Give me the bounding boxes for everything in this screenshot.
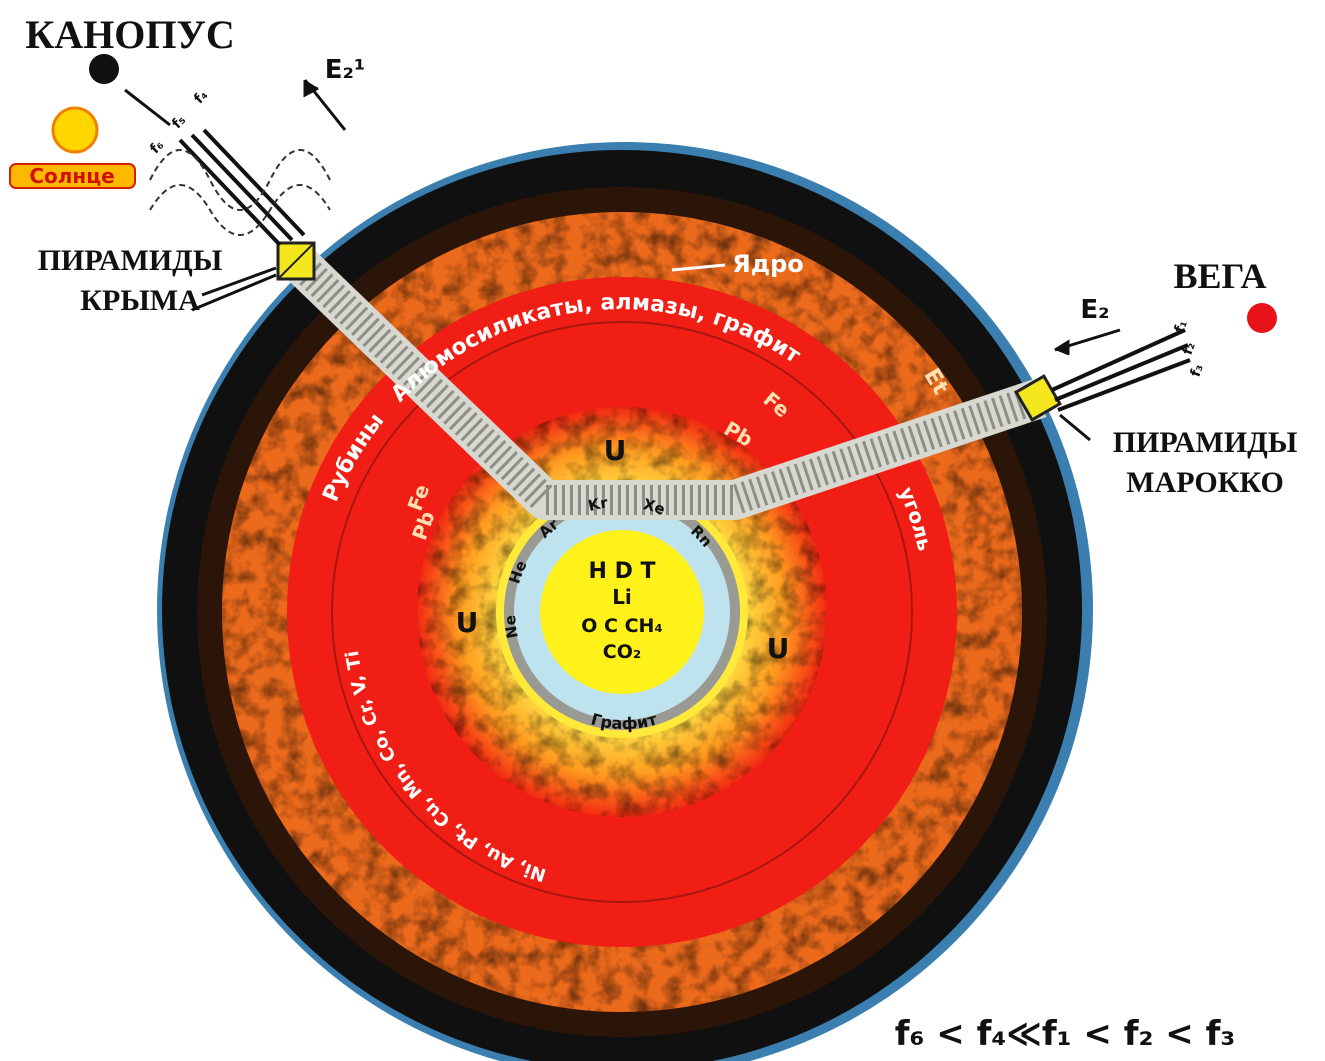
beam-label: f₆ (147, 137, 167, 157)
uranium-label: U (456, 606, 479, 639)
star-label: КАНОПУС (25, 12, 234, 57)
pyramid-label: ПИРАМИДЫ (38, 244, 223, 277)
diagram: КАНОПУС Солнце ВЕГА E₂¹ E₂ ПИРАМИДЫ КРЫМА ПИРАМ… (0, 0, 1325, 1061)
gas-label: Ne (501, 615, 522, 640)
waves (150, 150, 330, 235)
field-label: E₂ (1080, 295, 1109, 325)
uranium-label: U (767, 632, 790, 665)
layer-label: Ядро (732, 250, 804, 278)
page: {"stars": {"canopus": "КАНОПУС", "sun": … (0, 0, 1325, 1061)
core-label: H D T (589, 559, 656, 584)
beam-label: f₅ (169, 112, 189, 132)
vega-dot (1247, 303, 1277, 333)
core-label: CO₂ (603, 641, 641, 663)
pyramid-label: ПИРАМИДЫ (1113, 426, 1298, 459)
beam-label: f₂ (1180, 340, 1199, 357)
pyramid-label: МАРОККО (1126, 466, 1284, 499)
pyramid-label: КРЫМА (80, 284, 200, 317)
inner-core (540, 530, 704, 694)
pyramid-crimea (278, 243, 314, 279)
beam-label: f₃ (1188, 362, 1207, 379)
gas-label-path: Ne (501, 615, 522, 640)
canopus-dot (89, 54, 119, 84)
beam-label: f₄ (191, 87, 211, 107)
sun-dot (53, 108, 97, 152)
field-label: E₂¹ (325, 55, 366, 85)
uranium-label: U (604, 434, 627, 467)
formula: f₆ < f₄≪f₁ < f₂ < f₃ (895, 1014, 1236, 1054)
sun-label: Солнце (29, 164, 114, 188)
core-label: O C CH₄ (581, 615, 663, 637)
star-label: ВЕГА (1173, 256, 1266, 296)
core-label: Li (612, 585, 632, 609)
